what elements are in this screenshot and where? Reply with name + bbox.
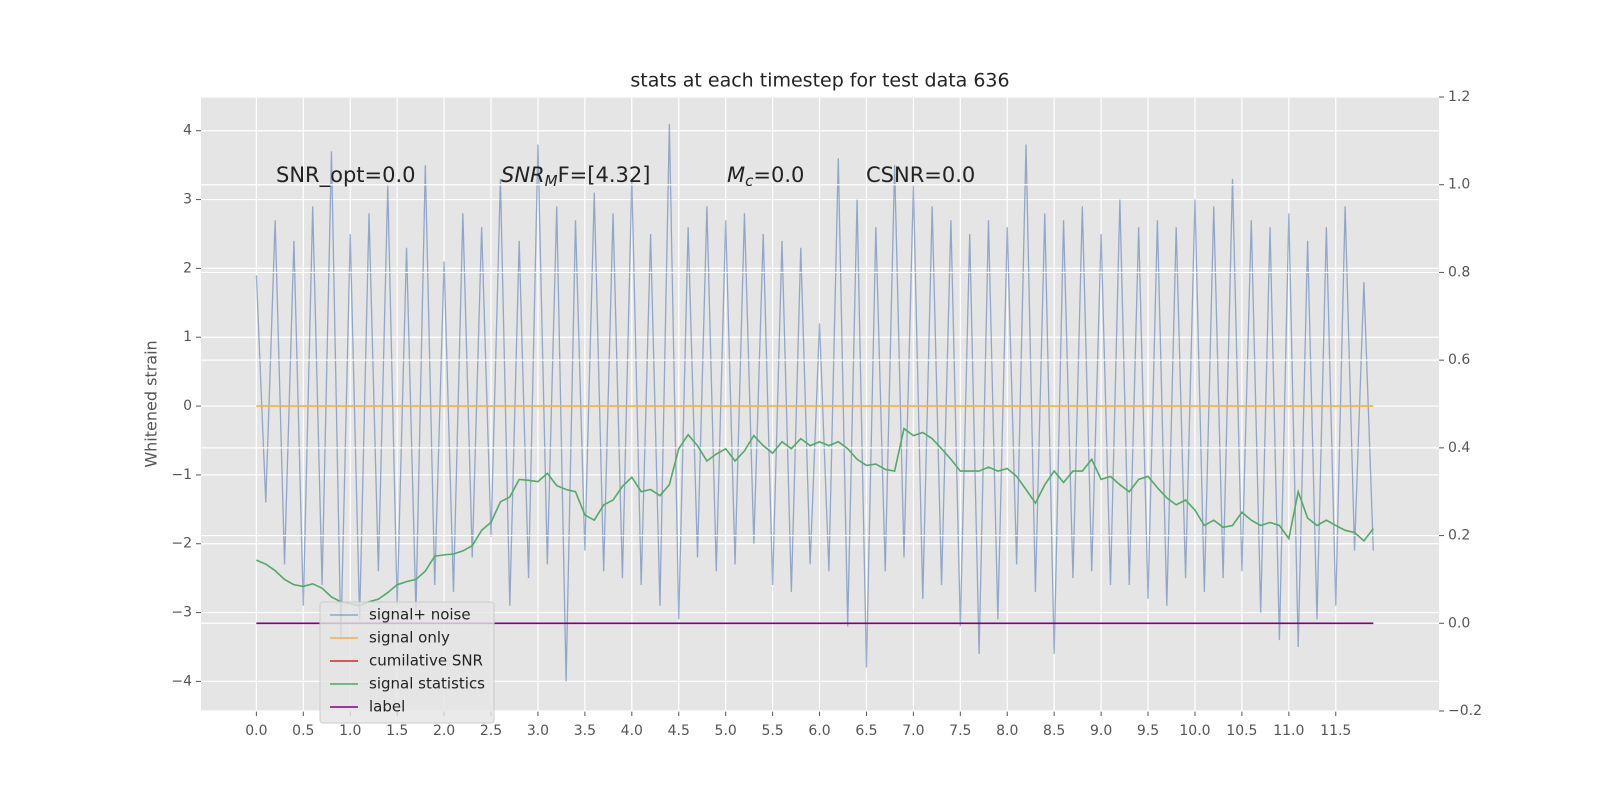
annotation-tail: F=[4.32] [558, 163, 651, 187]
annotation-base: SNR [501, 163, 545, 187]
annotation: Mc=0.0 [727, 163, 804, 190]
x-tick-label: 10.5 [1226, 723, 1257, 739]
x-tick-label: 1.5 [386, 723, 408, 739]
y-tick-label: 4 [183, 123, 192, 139]
x-tick-label: 9.0 [1090, 723, 1112, 739]
x-tick-label: 4.5 [668, 723, 690, 739]
y2-tick-label: 0.8 [1448, 264, 1470, 280]
legend-label: cumilative SNR [369, 652, 483, 670]
annotation-tail: =0.0 [753, 163, 804, 187]
y-tick-label: 1 [183, 329, 192, 345]
y2-tick-label: 0.2 [1448, 528, 1470, 544]
annotation: SNR_opt=0.0 [276, 163, 416, 188]
series-line [256, 427, 1374, 607]
x-tick-label: 5.5 [761, 723, 783, 739]
x-tick-label: 9.5 [1137, 723, 1159, 739]
y2-tick-label: −0.2 [1448, 703, 1482, 719]
annotation: SNRMF=[4.32] [501, 163, 650, 190]
y-tick-label: 2 [183, 260, 192, 276]
x-tick-label: 2.5 [480, 723, 502, 739]
annotation: CSNR=0.0 [866, 163, 975, 187]
x-tick-label: 2.0 [433, 723, 455, 739]
y-tick-label: −3 [171, 605, 192, 621]
y2-tick-label: 1.2 [1448, 89, 1470, 105]
y-tick-label: 3 [183, 192, 192, 208]
x-tick-label: 7.0 [902, 723, 924, 739]
legend-label: label [369, 698, 405, 716]
y2-tick-label: 0.4 [1448, 440, 1470, 456]
x-tick-label: 11.5 [1320, 723, 1351, 739]
y-tick-label: 0 [183, 398, 192, 414]
y-tick-label: −1 [171, 467, 192, 483]
annotation-sub: M [545, 172, 558, 190]
annotation-base: M [727, 163, 745, 187]
chart-title: stats at each timestep for test data 636 [630, 70, 1009, 92]
x-tick-label: 5.0 [715, 723, 737, 739]
annotation-sub: c [745, 172, 754, 190]
y-tick-label: −4 [171, 673, 192, 689]
x-tick-label: 0.5 [292, 723, 314, 739]
y2-tick-label: 1.0 [1448, 177, 1470, 193]
x-tick-label: 0.0 [245, 723, 267, 739]
y-axis-label: Whitened strain [142, 340, 161, 467]
y2-tick-label: 0.0 [1448, 615, 1470, 631]
x-tick-label: 4.0 [621, 723, 643, 739]
x-tick-label: 3.5 [574, 723, 596, 739]
legend-label: signal+ noise [369, 606, 471, 624]
y2-tick-label: 0.6 [1448, 352, 1470, 368]
x-tick-label: 10.0 [1179, 723, 1210, 739]
legend-box [319, 601, 495, 724]
x-tick-label: 3.0 [527, 723, 549, 739]
x-tick-label: 8.0 [996, 723, 1018, 739]
x-tick-label: 6.5 [855, 723, 877, 739]
x-tick-label: 7.5 [949, 723, 971, 739]
x-tick-label: 1.0 [339, 723, 361, 739]
legend-label: signal only [369, 629, 450, 647]
x-tick-label: 6.0 [808, 723, 830, 739]
legend-label: signal statistics [369, 675, 485, 693]
x-tick-label: 11.0 [1273, 723, 1304, 739]
x-tick-label: 8.5 [1043, 723, 1065, 739]
y-tick-label: −2 [171, 536, 192, 552]
